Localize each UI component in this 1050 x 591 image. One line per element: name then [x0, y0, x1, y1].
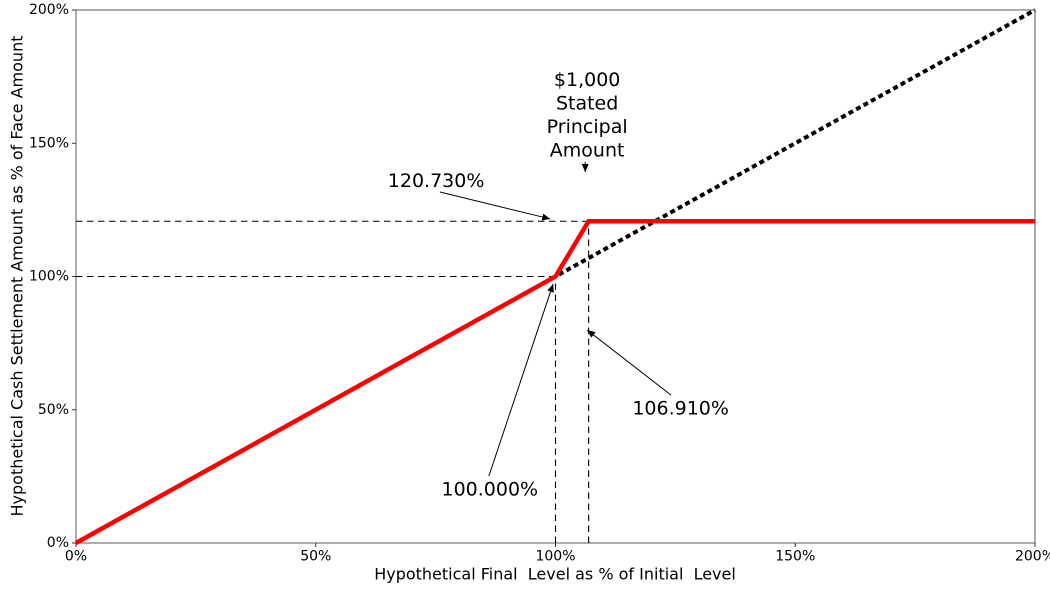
annotation-text-line: Principal	[547, 116, 628, 138]
x-axis-ticks: 0% 50% 100% 150% 200%	[65, 543, 1050, 565]
annotation-initial-level: 100.000%	[441, 283, 554, 500]
annotation-text-line: 100.000%	[441, 478, 538, 500]
y-tick-label: 200%	[29, 2, 69, 18]
y-tick-label: 100%	[29, 269, 69, 285]
y-tick-label: 50%	[38, 402, 69, 418]
annotation-arrow	[586, 329, 672, 396]
annotation-text-line: $1,000	[554, 69, 620, 91]
annotation-text-line: Stated	[556, 93, 618, 115]
annotation-text-line: Amount	[550, 140, 625, 162]
y-tick-label: 0%	[47, 535, 69, 551]
x-tick-label: 150%	[775, 549, 815, 565]
annotation-text-line: 120.730%	[388, 170, 485, 192]
annotation-text-line: 106.910%	[632, 397, 729, 419]
annotation-arrow	[439, 191, 551, 221]
x-tick-label: 0%	[65, 549, 87, 565]
x-tick-label: 50%	[300, 549, 331, 565]
annotation-cap-threshold-level: 106.910%	[586, 329, 729, 419]
guide-lines	[76, 220, 590, 543]
annotation-arrow	[488, 283, 554, 477]
x-tick-label: 200%	[1015, 549, 1050, 565]
x-tick-label: 100%	[535, 549, 575, 565]
annotation-cap-settlement-value: 120.730%	[388, 170, 551, 221]
y-tick-label: 150%	[29, 135, 69, 151]
series-lines	[74, 8, 1036, 545]
y-axis-ticks: 0% 50% 100% 150% 200%	[29, 2, 76, 551]
cash-settlement-payoff-line	[74, 219, 1035, 545]
